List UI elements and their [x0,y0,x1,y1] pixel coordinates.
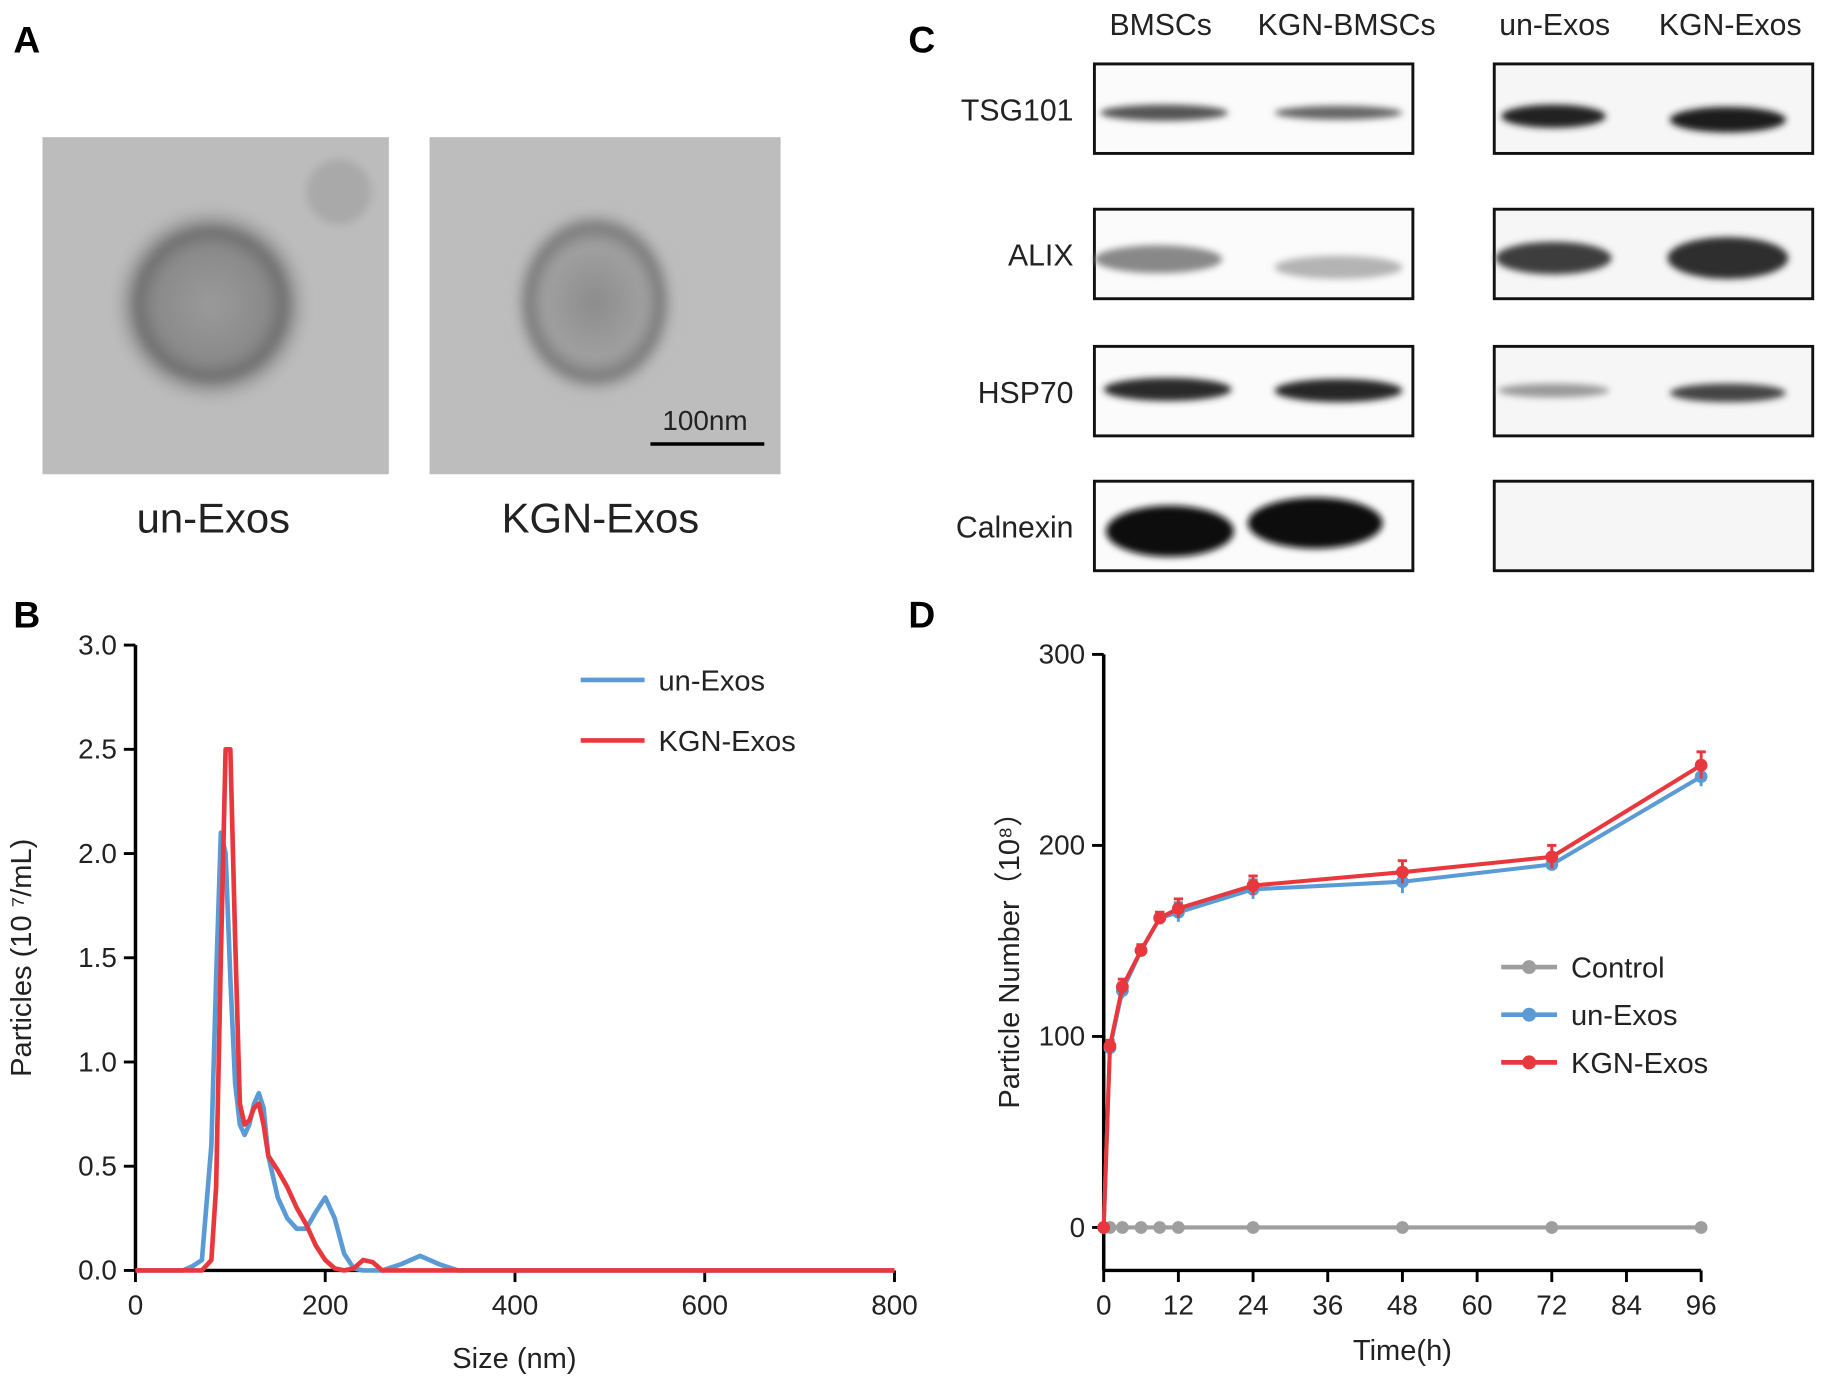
y-tick-label: 1.5 [78,942,117,973]
western-blots: BMSCs KGN-BMSCs un-Exos KGN-Exos TSG101 ALIX H… [956,9,1815,573]
legend-label: KGN-Exos [659,726,796,758]
legend-label: un-Exos [659,665,766,697]
data-line [135,830,895,1273]
data-point [1134,944,1148,957]
y-tick-label: 2.0 [78,838,117,869]
blot-band [1274,378,1403,403]
row-label: TSG101 [961,94,1074,127]
data-point [1246,1221,1260,1234]
blot-band [1100,104,1229,121]
blot-band [1274,105,1403,120]
data-point [1103,1039,1117,1053]
panel-label: D [908,594,935,636]
x-tick-label: 36 [1312,1290,1343,1321]
blot-frame [1492,479,1815,573]
data-point [1694,758,1708,772]
y-tick-label: 3.0 [78,629,117,660]
x-tick-label: 48 [1387,1290,1418,1321]
x-tick-label: 84 [1611,1290,1642,1321]
data-point [1171,902,1185,915]
blot-band [1247,497,1383,549]
legend-label: KGN-Exos [1571,1048,1708,1080]
legend-marker [1522,1055,1537,1070]
x-tick-label: 400 [492,1290,539,1321]
blot-band [1274,255,1403,279]
data-line [135,747,895,1273]
legend-label: un-Exos [1571,1000,1678,1032]
data-point [1396,865,1409,879]
data-line [1101,763,1703,1228]
x-tick-label: 72 [1536,1290,1567,1321]
row-label: HSP70 [978,377,1074,410]
image-caption: KGN-Exos [502,494,700,541]
em-image [429,137,781,475]
blot-band [1669,383,1787,403]
x-tick-label: 0 [128,1290,144,1321]
panel-label: A [13,18,40,60]
data-point [1153,1221,1167,1234]
y-tick-label: 300 [1039,639,1086,670]
blot-band [1094,245,1223,274]
blot-band [1667,237,1789,279]
em-image [42,137,389,475]
image-caption: un-Exos [137,494,290,541]
x-axis-title: Time(h) [1353,1335,1452,1367]
panel-label: B [13,594,40,636]
x-tick-label: 800 [871,1290,918,1321]
x-tick-label: 600 [681,1290,728,1321]
y-tick-label: 1.0 [78,1046,117,1077]
blot-band [1495,241,1612,275]
line-chart: B 0.0 0.5 1.0 1.5 2.0 2.5 3.0 0 200 400 600 800 Size … [6,594,918,1375]
y-tick-label: 0.5 [78,1151,117,1182]
legend-marker [1522,1007,1537,1022]
x-tick-label: 60 [1462,1290,1493,1321]
column-label: KGN-Exos [1659,9,1802,42]
y-tick-label: 2.5 [78,734,117,765]
x-tick-label: 12 [1163,1290,1194,1321]
scale-bar-label: 100nm [662,405,747,436]
data-point [1097,1221,1111,1234]
legend-marker [1522,960,1537,975]
charts: B0.00.51.01.52.02.53.00 200 400 600 800Size … [6,594,1717,1375]
row-label: Calnexin [956,512,1074,545]
blot-band [1501,104,1606,128]
x-tick-label: 200 [302,1290,349,1321]
column-label: BMSCs [1109,9,1211,42]
panel-label: C [908,18,935,60]
y-axis-title: Particles (10 ⁷/mL) [6,839,38,1077]
blot-band [1106,505,1234,557]
data-point [1115,1221,1129,1234]
x-tick-label: 96 [1686,1290,1717,1321]
column-label: KGN-BMSCs [1258,9,1436,42]
data-point [1246,879,1260,892]
blot-band [1103,377,1232,402]
y-tick-label: 200 [1039,830,1086,861]
y-tick-label: 100 [1039,1021,1086,1052]
data-point [1153,911,1167,925]
x-tick-label: 24 [1238,1290,1269,1321]
legend-label: Control [1571,953,1665,985]
data-point [1545,1221,1559,1234]
column-label: un-Exos [1499,9,1610,42]
blot-band [1669,106,1787,133]
data-point [1134,1221,1148,1234]
data-point [1171,1221,1185,1234]
blot-band [1497,383,1610,398]
data-point [1694,1221,1708,1234]
x-axis-title: Size (nm) [452,1343,576,1375]
y-axis-title: Particle Number（10⁸） [994,798,1026,1109]
line-chart: D 0 100 200 300 0 12 24 36 48 60 72 84 96 Time(h) Parti… [908,594,1716,1367]
data-point [1545,850,1559,864]
y-tick-label: 0 [1070,1212,1086,1243]
data-point [1396,1221,1409,1234]
row-label: ALIX [1008,240,1074,273]
data-point [1115,980,1129,994]
x-tick-label: 0 [1096,1290,1112,1321]
y-tick-label: 0.0 [78,1255,117,1286]
